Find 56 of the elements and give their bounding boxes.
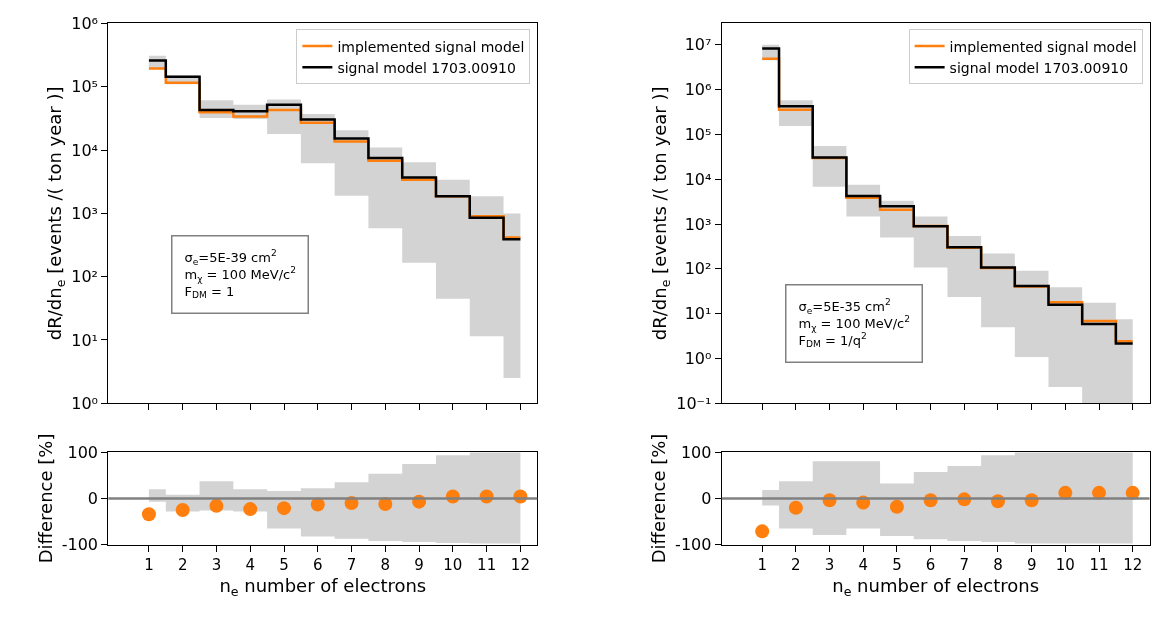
x-tick-label: 1 [757, 555, 767, 574]
x-tick-label: 5 [279, 555, 289, 574]
x-tick-label: 2 [177, 555, 188, 574]
x-tick-label: 1 [144, 555, 154, 574]
y-tick-label: 10⁶ [71, 14, 99, 34]
x-tick-label: 7 [959, 555, 970, 574]
legend-label: implemented signal model [949, 38, 1137, 55]
x-tick-label: 4 [245, 555, 256, 574]
y-tick-label: 10⁰ [71, 393, 99, 413]
x-axis-title: n$_{e}$ number of electrons [832, 575, 1040, 599]
y-tick-label: 10⁴ [71, 140, 99, 160]
x-tick-label: 10 [443, 555, 463, 574]
y-axis-title: Difference [%] [34, 433, 56, 564]
y-tick-label: -100 [61, 535, 99, 555]
x-tick-label: 11 [477, 555, 497, 574]
legend-label: implemented signal model [337, 38, 525, 55]
y-tick-label: 10⁻¹ [676, 393, 712, 413]
y-tick-label: 10⁰ [684, 349, 712, 369]
y-axis-title: Difference [%] [648, 433, 670, 564]
y-tick-label: 10⁴ [684, 169, 712, 189]
text: σ$_{e}$=5E-35 cm$^{2}$ m$_{χ}$ = 100 MeV/c$^{2}$ F$_{DM}$ = 1/q$^{2}$ [798, 297, 910, 350]
x-tick-label: 12 [510, 555, 530, 574]
x-tick-label: 6 [925, 555, 936, 574]
x-tick-label: 9 [414, 555, 424, 574]
legend-label: signal model 1703.00910 [949, 59, 1129, 76]
x-tick-label: 11 [1089, 555, 1109, 574]
y-tick-label: 10⁷ [684, 35, 712, 55]
y-tick-label: 100 [680, 442, 712, 462]
x-tick-label: 8 [380, 555, 391, 574]
x-tick-label: 8 [993, 555, 1003, 574]
y-tick-label: 10⁶ [684, 80, 712, 100]
x-tick-label: 4 [858, 555, 869, 574]
x-tick-label: 7 [346, 555, 357, 574]
x-tick-label: 12 [1123, 555, 1143, 574]
y-tick-label: 10² [684, 259, 712, 279]
y-tick-label: 10¹ [684, 304, 712, 324]
y-tick-label: 10¹ [71, 330, 99, 350]
x-tick-label: 3 [211, 555, 222, 574]
x-tick-label: 3 [824, 555, 835, 574]
text: σ$_{e}$=5E-39 cm$^{2}$ m$_{χ}$ = 100 MeV/c$^{2}$ F$_{DM}$ = 1 [184, 248, 296, 301]
legend-label: signal model 1703.00910 [337, 59, 516, 76]
x-tick-label: 9 [1026, 555, 1037, 574]
x-tick-label: 10 [1055, 555, 1075, 574]
y-tick-label: 0 [701, 489, 712, 509]
y-tick-label: 10³ [684, 214, 712, 234]
y-tick-label: 10⁵ [71, 77, 99, 97]
y-tick-label: 100 [67, 442, 99, 462]
x-tick-label: 2 [791, 555, 801, 574]
x-axis-title: n$_{e}$ number of electrons [219, 575, 427, 599]
y-tick-label: 10⁵ [684, 125, 712, 145]
y-tick-label: -100 [675, 535, 712, 555]
y-tick-label: 10² [71, 267, 99, 287]
x-tick-label: 6 [313, 555, 323, 574]
y-tick-label: 0 [87, 489, 99, 509]
y-tick-label: 10³ [71, 203, 99, 223]
x-tick-label: 5 [892, 555, 902, 574]
